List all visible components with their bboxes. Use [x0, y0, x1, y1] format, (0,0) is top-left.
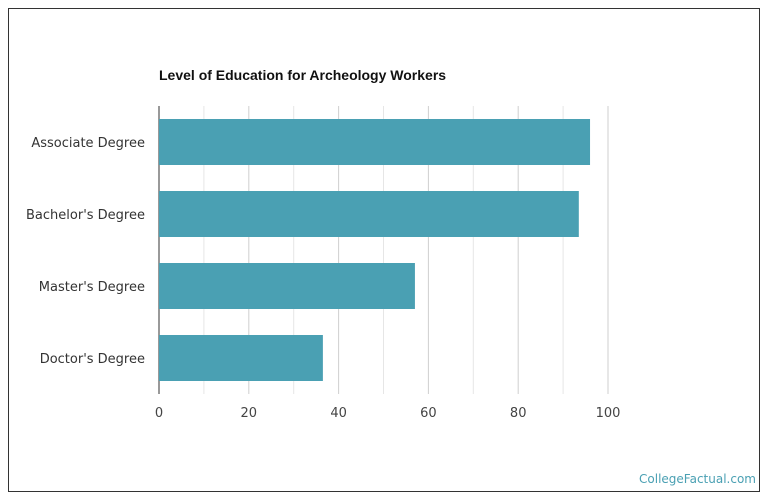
category-label: Master's Degree	[39, 280, 145, 295]
x-tick-label: 80	[510, 406, 527, 421]
x-tick-labels: 0 20 40 60 80 100	[155, 406, 621, 421]
x-tick-label: 0	[155, 406, 163, 421]
bar[interactable]	[159, 263, 415, 309]
category-label: Associate Degree	[31, 136, 145, 151]
bar[interactable]	[159, 119, 591, 165]
category-labels: Associate Degree Bachelor's Degree Master'…	[26, 136, 145, 367]
bar[interactable]	[159, 191, 579, 237]
bar[interactable]	[159, 335, 323, 381]
watermark-link[interactable]: CollegeFactual.com	[639, 472, 756, 486]
bars	[159, 119, 591, 381]
category-label: Doctor's Degree	[40, 352, 145, 367]
category-label: Bachelor's Degree	[26, 208, 145, 223]
x-tick-label: 20	[241, 406, 258, 421]
x-tick-label: 40	[330, 406, 347, 421]
x-tick-label: 60	[420, 406, 437, 421]
chart-title: Level of Education for Archeology Worker…	[159, 67, 447, 83]
x-tick-label: 100	[596, 406, 621, 421]
